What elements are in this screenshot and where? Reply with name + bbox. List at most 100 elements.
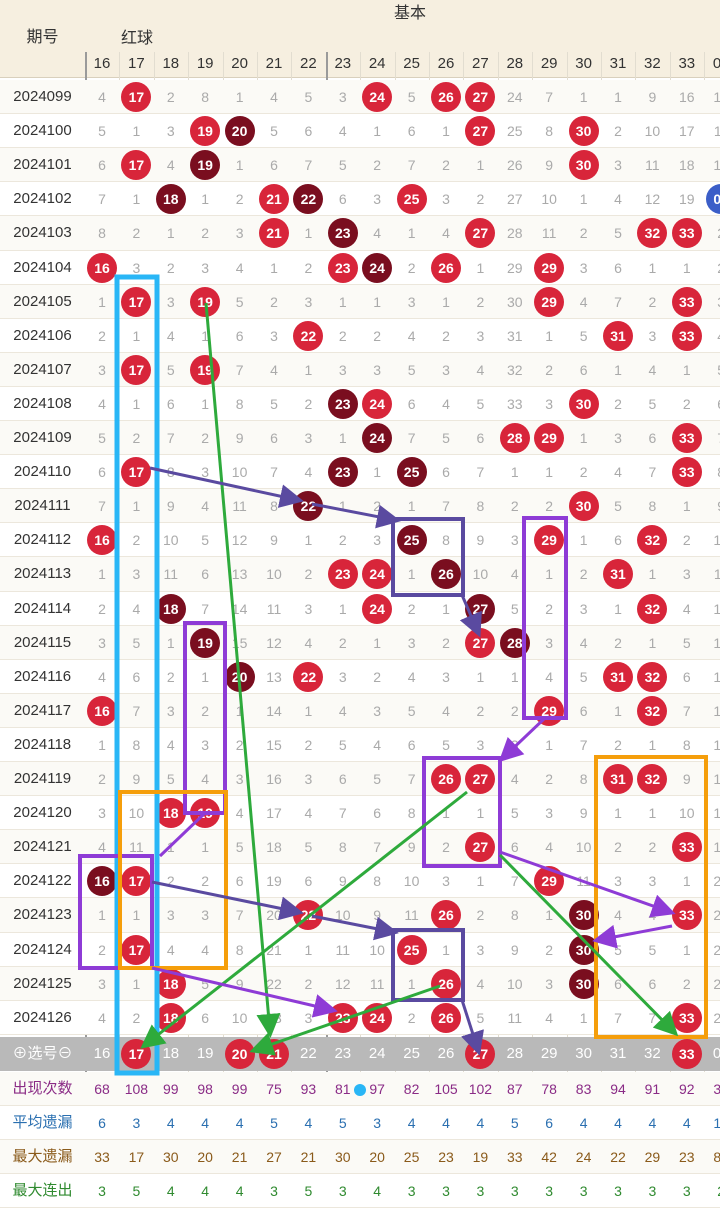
- row-divider: [0, 863, 720, 865]
- omission-cell: 2: [476, 702, 485, 719]
- select-number-button[interactable]: 22: [300, 1045, 317, 1062]
- stats-value: 30: [335, 1149, 351, 1165]
- select-number-button[interactable]: 18: [162, 1045, 180, 1062]
- omission-cell: 1: [614, 89, 622, 105]
- omission-cell: 5: [235, 293, 244, 310]
- period-cell: 2024101: [13, 156, 72, 174]
- omission-cell: 2: [476, 907, 485, 924]
- select-number-button[interactable]: 19: [196, 1045, 214, 1062]
- omission-cell: 2: [98, 327, 106, 344]
- stats-value: 22: [610, 1149, 626, 1165]
- column-header: 18: [162, 55, 180, 72]
- omission-cell: 1: [545, 736, 554, 753]
- omission-cell: 2: [682, 975, 691, 992]
- omission-cell: 3: [304, 430, 313, 446]
- stats-value: 99: [163, 1081, 179, 1097]
- table-row: [0, 148, 720, 183]
- omission-cell: 5: [98, 123, 106, 140]
- omission-cell: 1: [201, 395, 210, 412]
- drawn-ball: 29: [534, 286, 565, 317]
- stats-value: 4: [407, 1115, 416, 1131]
- omission-cell: 6: [201, 566, 210, 583]
- select-number-button[interactable]: 32: [644, 1045, 661, 1062]
- select-number-button[interactable]: 31: [609, 1045, 627, 1062]
- trend-arrow: [151, 966, 338, 1018]
- select-number-button[interactable]: 16: [93, 1045, 111, 1062]
- omission-cell: 2: [132, 430, 141, 446]
- omission-cell: 2: [704, 216, 720, 250]
- drawn-ball: 26: [431, 968, 461, 999]
- select-number-button[interactable]: 33: [671, 1039, 702, 1069]
- trend-arrow: [151, 880, 304, 921]
- omission-cell: 7: [166, 430, 175, 446]
- drawn-ball: 17: [121, 82, 152, 112]
- select-number-button[interactable]: 29: [540, 1045, 558, 1062]
- select-number-button[interactable]: 01: [712, 1045, 720, 1062]
- omission-cell: 10: [231, 464, 248, 481]
- omission-cell: 3: [682, 566, 691, 583]
- omission-cell: 2: [373, 668, 382, 685]
- trend-arrow: [499, 850, 676, 918]
- omission-cell: 1: [614, 361, 622, 378]
- stats-row: [0, 1106, 720, 1140]
- omission-cell: 2: [614, 839, 622, 856]
- select-number-button[interactable]: 26: [437, 1045, 455, 1062]
- omission-cell: 7: [648, 464, 657, 481]
- omission-cell: 1: [201, 839, 210, 856]
- omission-cell: 28: [507, 225, 523, 242]
- drawn-ball: 17: [121, 150, 152, 181]
- drawn-ball: 21: [259, 184, 289, 215]
- omission-cell: 5: [304, 89, 313, 105]
- omission-cell: 5: [270, 123, 278, 140]
- omission-cell: 3: [98, 634, 106, 651]
- omission-cell: 7: [407, 430, 416, 446]
- select-number-button[interactable]: 25: [403, 1045, 420, 1062]
- omission-cell: 7: [270, 464, 278, 481]
- omission-cell: 11: [335, 941, 351, 958]
- stats-row: [0, 1174, 720, 1208]
- period-cell: 2024124: [13, 940, 72, 958]
- omission-cell: 7: [545, 89, 554, 105]
- omission-cell: 5: [338, 157, 347, 174]
- omission-cell: 6: [235, 327, 244, 344]
- omission-cell: 3: [98, 805, 106, 822]
- select-bar-bg: [0, 1037, 720, 1071]
- omission-cell: 6: [579, 702, 588, 719]
- omission-cell: 3: [579, 600, 588, 617]
- omission-cell: 2: [201, 430, 210, 446]
- omission-cell: 3: [304, 1009, 313, 1026]
- omission-cell: 2: [648, 293, 657, 310]
- omission-cell: 2: [545, 941, 554, 958]
- omission-cell: 8: [338, 839, 347, 856]
- stats-value: 2: [704, 1174, 720, 1208]
- omission-cell: 5: [476, 395, 485, 412]
- omission-cell: 1: [682, 873, 691, 890]
- select-number-button[interactable]: 28: [506, 1045, 524, 1062]
- table-row: [0, 318, 720, 353]
- stats-value: 105: [434, 1081, 458, 1097]
- stats-value: 4: [166, 1115, 175, 1131]
- drawn-ball: 33: [671, 900, 702, 931]
- table-row: [0, 182, 720, 217]
- select-toggle-button[interactable]: ⊕选号⊖: [12, 1045, 73, 1062]
- select-number-button[interactable]: 24: [368, 1045, 386, 1062]
- omission-cell: 1: [545, 327, 554, 344]
- omission-cell: 10: [266, 566, 282, 583]
- stats-value: 29: [644, 1149, 661, 1165]
- select-number-button[interactable]: 23: [334, 1045, 352, 1062]
- omission-cell: 8: [270, 498, 278, 515]
- drawn-ball: 16: [87, 525, 117, 556]
- omission-cell: 4: [407, 668, 416, 685]
- period-cell: 2024125: [13, 974, 72, 992]
- omission-cell: 8: [682, 736, 691, 753]
- omission-cell: 4: [545, 839, 554, 856]
- omission-cell: 6: [270, 430, 278, 446]
- select-number-button[interactable]: 30: [575, 1045, 592, 1062]
- stats-value: 3: [614, 1183, 622, 1199]
- column-header: 32: [644, 55, 661, 72]
- stats-value: 21: [300, 1149, 317, 1165]
- omission-cell: 4: [235, 259, 244, 276]
- omission-cell: 1: [442, 600, 450, 617]
- omission-cell: 3: [373, 532, 382, 549]
